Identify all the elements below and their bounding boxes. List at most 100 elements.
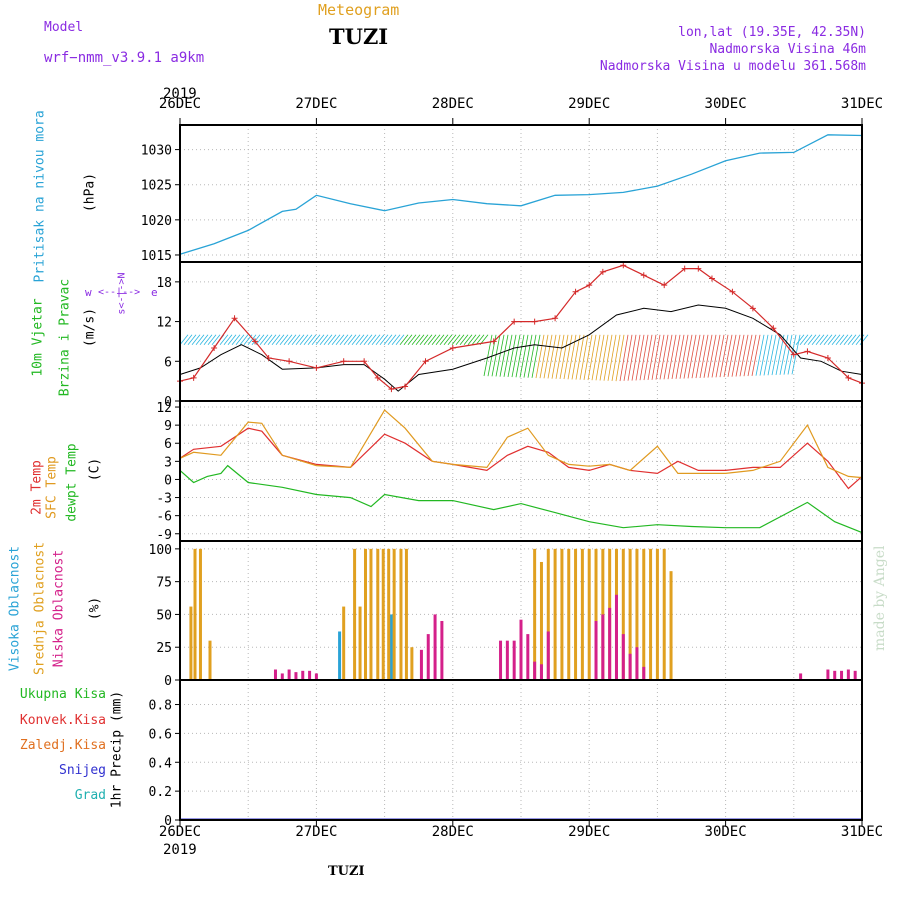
cloud-bar-niska <box>635 647 639 680</box>
wind-direction-line <box>179 304 863 392</box>
wind-direction-hatch <box>847 334 857 345</box>
cloud-bar-srednja <box>404 548 408 680</box>
wind-speed-marker <box>402 383 409 390</box>
wind-direction-hatch <box>795 334 805 345</box>
wind-direction-hatch <box>371 334 381 345</box>
cloud-bar-srednja <box>376 548 380 680</box>
wind-direction-hatch <box>723 334 733 378</box>
wind-direction-hatch <box>599 334 609 381</box>
cloud-bar-niska <box>628 653 632 680</box>
y-tick-label: 1025 <box>141 179 172 194</box>
wind-direction-hatch <box>439 334 449 345</box>
wind-direction-hatch <box>183 334 193 345</box>
wind-direction-hatch <box>759 334 769 376</box>
cloud-bar-srednja <box>546 548 550 680</box>
wind-direction-hatch <box>839 334 849 345</box>
coords-text: lon,lat (19.35E, 42.35N) <box>678 25 866 40</box>
wind-direction-hatch <box>735 334 745 377</box>
wind-direction-hatch <box>767 334 777 376</box>
wind-direction-hatch <box>207 334 217 345</box>
wind-speed-marker <box>790 351 797 358</box>
wind-direction-hatch <box>539 334 549 379</box>
wind-direction-hatch <box>827 334 837 345</box>
wind-speed-marker <box>681 265 688 272</box>
wind-direction-hatch <box>663 334 673 380</box>
wind-direction-hatch <box>335 334 345 345</box>
top-day-label: 30DEC <box>705 96 747 112</box>
y-tick-label: 12 <box>156 316 172 331</box>
top-day-label: 28DEC <box>432 96 474 112</box>
temp-2m-line <box>179 427 863 490</box>
wind-direction-hatch <box>607 334 617 381</box>
cloud-bar-niska <box>642 666 646 680</box>
y-tick-label: -9 <box>156 528 172 543</box>
wind-direction-hatch <box>623 334 633 381</box>
cloud-bar-niska <box>526 634 530 680</box>
y-tick-label: 1030 <box>141 144 172 159</box>
cloud-bar-niska <box>280 673 284 680</box>
wind-direction-hatch <box>515 334 525 378</box>
wind-direction-hatch <box>463 334 473 345</box>
cloud-bar-srednja <box>369 548 373 680</box>
footer-station: TUZI <box>328 864 365 879</box>
cloud-bar-srednja <box>628 548 632 680</box>
cloud-bar-niska <box>621 634 625 680</box>
wind-direction-hatch <box>307 334 317 345</box>
wind-direction-hatch <box>459 334 469 345</box>
wind-speed-marker <box>599 268 606 275</box>
wind-speed-marker <box>708 275 715 282</box>
wind-direction-hatch <box>471 334 481 345</box>
wind-speed-marker <box>361 358 368 365</box>
temp-sfc-line <box>179 409 863 479</box>
wind-direction-hatch <box>639 334 649 381</box>
y-tick-label: 100 <box>149 543 172 558</box>
wind-speed-marker <box>531 318 538 325</box>
wind-direction-hatch <box>411 334 421 345</box>
wind-speed-marker <box>695 265 702 272</box>
station-title: TUZI <box>329 24 389 49</box>
cloud-bar-srednja <box>621 548 625 680</box>
y-tick-label: 50 <box>156 608 172 623</box>
wind-speed-marker <box>661 282 668 289</box>
wind-direction-hatch <box>255 334 265 345</box>
compass-ew: <--|--> <box>98 287 141 298</box>
legend-ukupna: Ukupna Kisa <box>19 687 106 702</box>
cloud-bar-srednja <box>189 606 193 680</box>
wind-direction-hatch <box>359 334 369 345</box>
cloud-bar-srednja <box>387 548 391 680</box>
cloud-bar-niska <box>833 670 837 680</box>
cloud-bar-srednja <box>539 561 543 680</box>
wind-speed-marker <box>374 374 381 381</box>
bottom-day-label: 28DEC <box>432 824 474 840</box>
wind-direction-hatch <box>339 334 349 345</box>
wind-direction-hatch <box>451 334 461 345</box>
wind-direction-hatch <box>671 334 681 380</box>
wind-speed-marker <box>211 345 218 352</box>
wind-direction-hatch <box>611 334 621 382</box>
wind-direction-hatch <box>727 334 737 377</box>
product-title: Meteogram <box>318 1 400 19</box>
cloud-bar-niska <box>308 670 312 680</box>
cloud-bar-niska <box>505 640 509 680</box>
wind-direction-hatch <box>319 334 329 345</box>
wind-direction-hatch <box>575 334 585 380</box>
wind-direction-hatch <box>203 334 213 345</box>
wind-direction-hatch <box>595 334 605 381</box>
wind-direction-hatch <box>687 334 697 379</box>
year-bottom: 2019 <box>163 842 197 858</box>
legend-konvek: Konvek.Kisa <box>19 713 106 728</box>
wind-direction-hatch <box>831 334 841 345</box>
elevation-text: Nadmorska Visina 46m <box>709 42 866 57</box>
cloud-bar-niska <box>273 669 277 680</box>
wind-speed-marker <box>449 345 456 352</box>
y-tick-label: 0 <box>164 814 172 829</box>
wind-direction-hatch <box>627 334 637 381</box>
wind-direction-hatch <box>579 334 589 380</box>
bottom-day-label: 31DEC <box>841 824 883 840</box>
wind-direction-hatch <box>211 334 221 345</box>
wind-direction-hatch <box>703 334 713 378</box>
y-tick-label: 6 <box>164 355 172 370</box>
wind-direction-hatch <box>643 334 653 381</box>
cloud-bar-srednja <box>358 606 362 680</box>
